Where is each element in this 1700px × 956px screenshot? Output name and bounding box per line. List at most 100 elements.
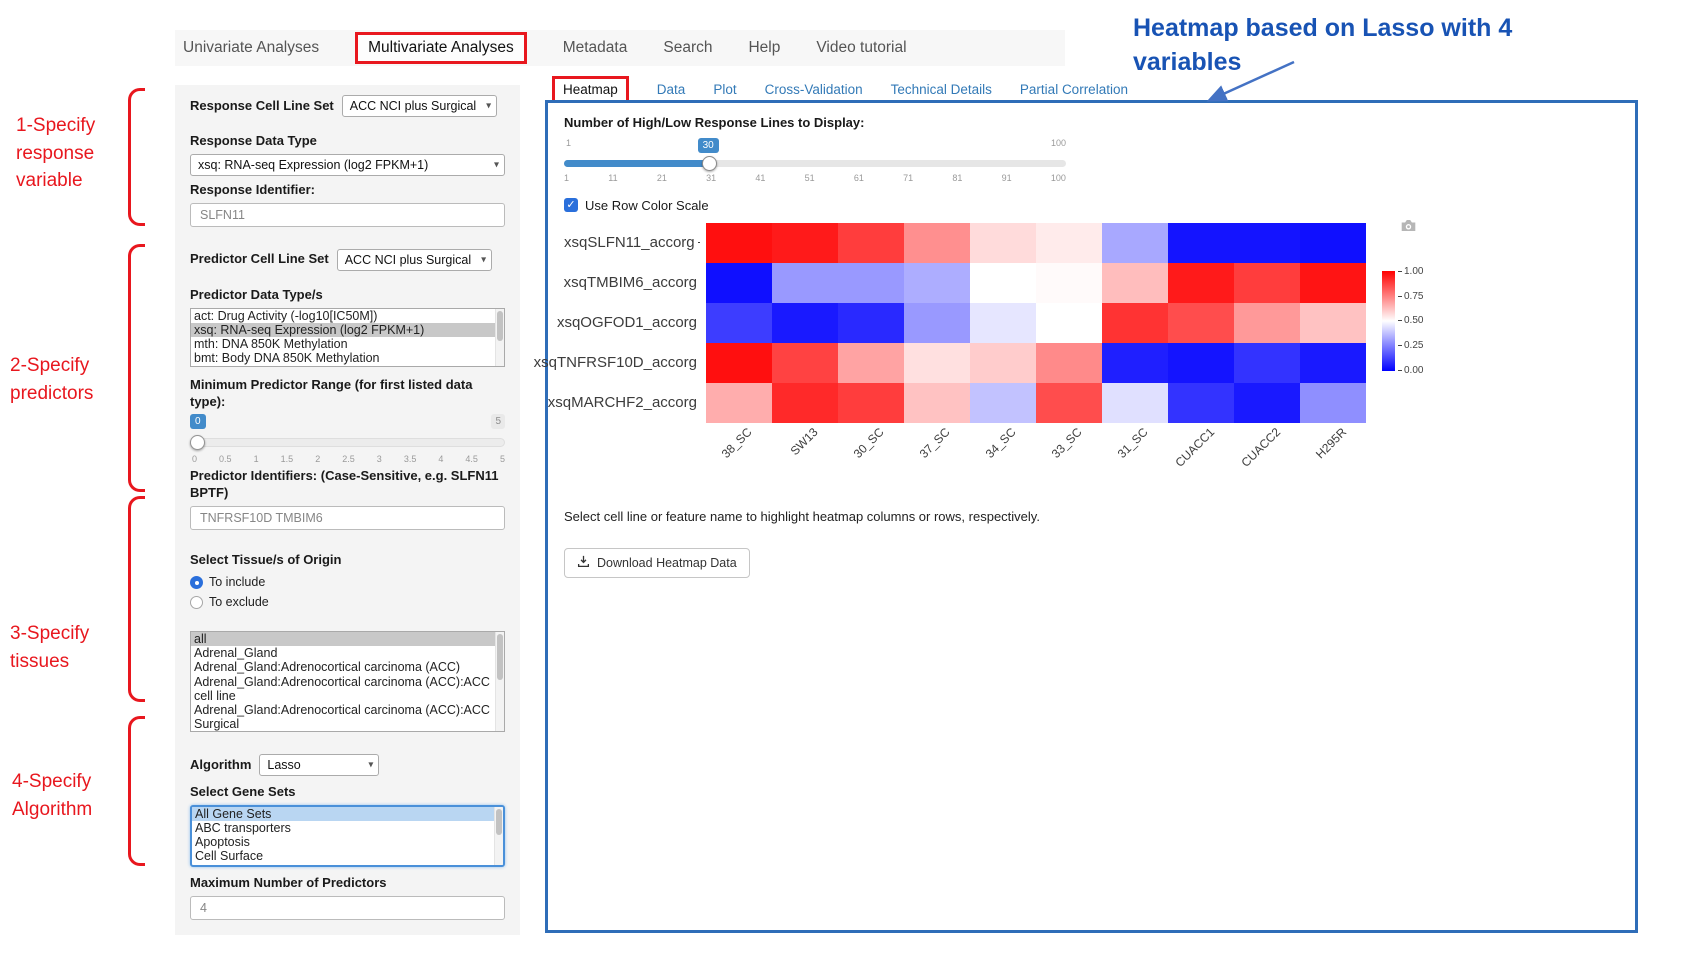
- heatmap-cell[interactable]: [1168, 222, 1234, 263]
- tissue-exclude-radio[interactable]: To exclude: [190, 595, 505, 609]
- max-predictors-input[interactable]: 4: [190, 895, 505, 920]
- heatmap-cell[interactable]: [1168, 262, 1234, 303]
- heatmap-row-label[interactable]: xsqMARCHF2_accorg: [548, 383, 700, 423]
- nav-help[interactable]: Help: [748, 39, 781, 56]
- slider-track[interactable]: [564, 159, 1066, 167]
- list-option[interactable]: ABC transporters: [195, 821, 291, 836]
- heatmap-cell[interactable]: [1036, 382, 1102, 423]
- heatmap-cell[interactable]: [772, 382, 838, 423]
- predictor-identifiers-input[interactable]: TNFRSF10D TMBIM6: [190, 506, 505, 531]
- scrollbar[interactable]: [495, 632, 504, 732]
- heatmap-cell[interactable]: [1234, 382, 1300, 423]
- heatmap-cell[interactable]: [706, 302, 772, 343]
- heatmap-cell[interactable]: [1300, 342, 1366, 383]
- heatmap-cell[interactable]: [1168, 342, 1234, 383]
- list-option[interactable]: bmt: Body DNA 850K Methylation: [194, 351, 380, 366]
- heatmap-col-label[interactable]: 31_SC: [1115, 424, 1151, 461]
- heatmap-cell[interactable]: [970, 342, 1036, 383]
- heatmap-cell[interactable]: [904, 302, 970, 343]
- heatmap-cell[interactable]: [904, 342, 970, 383]
- heatmap-cell[interactable]: [706, 222, 772, 263]
- heatmap-row-label[interactable]: xsqTNFRSF10D_accorg: [534, 343, 700, 383]
- list-option[interactable]: Adrenal_Gland:Adrenocortical carcinoma (…: [194, 660, 461, 675]
- heatmap-row-label[interactable]: xsqSLFN11_accorg: [564, 223, 700, 263]
- heatmap-col-label[interactable]: 34_SC: [983, 424, 1019, 461]
- list-option[interactable]: act: Drug Activity (-log10[IC50M]): [194, 308, 378, 323]
- heatmap-cell[interactable]: [904, 222, 970, 263]
- heatmap-cell[interactable]: [970, 382, 1036, 423]
- heatmap-col-label[interactable]: H295R: [1312, 424, 1349, 462]
- heatmap-cell[interactable]: [1036, 262, 1102, 303]
- heatmap-cell[interactable]: [1168, 382, 1234, 423]
- predictor-data-types-listbox[interactable]: act: Drug Activity (-log10[IC50M]) xsq: R…: [190, 307, 505, 367]
- heatmap-cell[interactable]: [838, 262, 904, 303]
- heatmap-cell[interactable]: [838, 302, 904, 343]
- heatmap-cell[interactable]: [706, 382, 772, 423]
- radio-selected-icon[interactable]: [190, 575, 203, 589]
- scrollbar[interactable]: [495, 308, 504, 366]
- list-option[interactable]: xsq: RNA-seq Expression (log2 FPKM+1): [191, 322, 495, 337]
- heatmap-cell[interactable]: [1234, 342, 1300, 383]
- heatmap-cell[interactable]: [772, 222, 838, 263]
- heatmap-cell[interactable]: [1168, 302, 1234, 343]
- predictor-cell-line-set-select[interactable]: ACC NCI plus Surgical ▾: [336, 248, 493, 271]
- list-option[interactable]: Cell Surface: [195, 849, 264, 864]
- slider-handle[interactable]: [190, 435, 205, 451]
- heatmap-cell[interactable]: [1036, 342, 1102, 383]
- heatmap-cell[interactable]: [1300, 262, 1366, 303]
- tab-heatmap[interactable]: Heatmap: [552, 76, 629, 103]
- gene-sets-listbox[interactable]: All Gene Sets ABC transporters Apoptosis Ce…: [190, 805, 505, 868]
- heatmap-cell[interactable]: [1300, 222, 1366, 263]
- nav-multivariate-analyses[interactable]: Multivariate Analyses: [355, 32, 527, 64]
- scrollbar-thumb[interactable]: [497, 310, 503, 341]
- heatmap-cell[interactable]: [1102, 342, 1168, 383]
- heatmap-cell[interactable]: [1234, 222, 1300, 263]
- response-identifier-input[interactable]: SLFN11: [190, 202, 505, 227]
- heatmap-cell[interactable]: [1102, 262, 1168, 303]
- response-cell-line-set-select[interactable]: ACC NCI plus Surgical ▾: [341, 95, 498, 117]
- algorithm-select[interactable]: Lasso ▾: [259, 754, 380, 777]
- heatmap-row-label[interactable]: xsqTMBIM6_accorg: [564, 263, 700, 303]
- tab-cross-validation[interactable]: Cross-Validation: [764, 82, 863, 97]
- heatmap-cell[interactable]: [1102, 302, 1168, 343]
- heatmap-cell[interactable]: [1036, 302, 1102, 343]
- scrollbar-thumb[interactable]: [496, 809, 502, 836]
- heatmap-col-label[interactable]: CUACC1: [1172, 424, 1217, 470]
- heatmap-cell[interactable]: [970, 262, 1036, 303]
- response-data-type-select[interactable]: xsq: RNA-seq Expression (log2 FPKM+1) ▾: [190, 153, 505, 176]
- list-option[interactable]: Apoptosis: [195, 835, 250, 850]
- heatmap-cell[interactable]: [772, 342, 838, 383]
- heatmap-cell[interactable]: [970, 302, 1036, 343]
- heatmap-cell[interactable]: [706, 342, 772, 383]
- heatmap-cell[interactable]: [838, 342, 904, 383]
- list-option[interactable]: all: [191, 632, 495, 647]
- camera-icon[interactable]: [1400, 219, 1417, 237]
- heatmap-cell[interactable]: [838, 382, 904, 423]
- list-option[interactable]: Adrenal_Gland:Adrenocortical carcinoma (…: [194, 702, 490, 731]
- heatmap-cell[interactable]: [970, 222, 1036, 263]
- heatmap-cell[interactable]: [904, 262, 970, 303]
- min-predictor-range-slider[interactable]: 0 5 0 0.5 1 1.5 2 2.5 3 3.5 4 4.5 5: [190, 414, 505, 468]
- nav-video-tutorial[interactable]: Video tutorial: [816, 39, 907, 56]
- tab-technical-details[interactable]: Technical Details: [890, 82, 992, 97]
- row-color-scale-checkbox[interactable]: ✓ Use Row Color Scale: [564, 198, 1619, 213]
- slider-track[interactable]: [190, 438, 505, 448]
- scrollbar-thumb[interactable]: [497, 634, 503, 681]
- heatmap-cell[interactable]: [838, 222, 904, 263]
- nav-univariate-analyses[interactable]: Univariate Analyses: [183, 39, 320, 56]
- heatmap-cell[interactable]: [706, 262, 772, 303]
- list-option[interactable]: Adrenal_Gland:Adrenocortical carcinoma (…: [194, 674, 490, 703]
- heatmap-cell[interactable]: [772, 302, 838, 343]
- heatmap-cell[interactable]: [772, 262, 838, 303]
- heatmap-col-label[interactable]: SW13: [787, 424, 821, 458]
- heatmap-cell[interactable]: [1300, 302, 1366, 343]
- heatmap-cell[interactable]: [1300, 382, 1366, 423]
- tissue-listbox[interactable]: all Adrenal_Gland Adrenal_Gland:Adrenocort…: [190, 631, 505, 733]
- heatmap-row-label[interactable]: xsqOGFOD1_accorg: [557, 303, 700, 343]
- list-option[interactable]: All Gene Sets: [192, 807, 494, 822]
- heatmap-cell[interactable]: [1102, 222, 1168, 263]
- heatmap-cell[interactable]: [1036, 222, 1102, 263]
- radio-unselected-icon[interactable]: [190, 595, 203, 609]
- heatmap-col-label[interactable]: 33_SC: [1049, 424, 1085, 461]
- scrollbar[interactable]: [494, 807, 503, 866]
